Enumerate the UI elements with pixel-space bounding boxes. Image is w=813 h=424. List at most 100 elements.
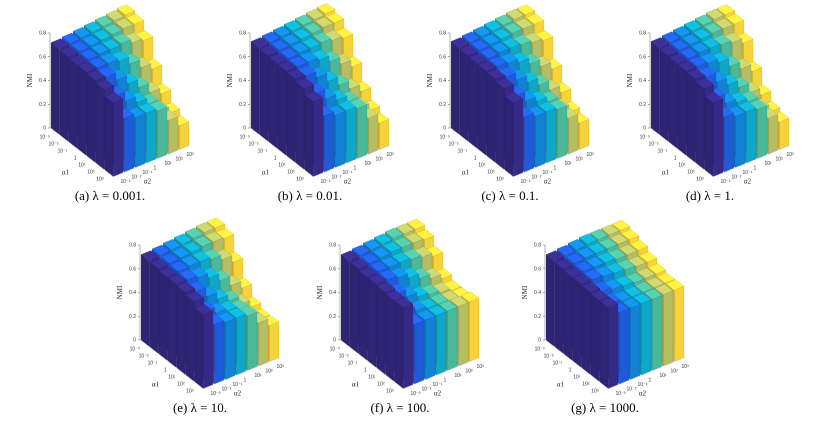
bar	[304, 91, 324, 177]
y-label: α2	[434, 389, 442, 397]
bar-top	[416, 309, 436, 321]
bar-top	[81, 35, 101, 46]
bar-top	[373, 233, 393, 245]
caption: (e) λ = 10.	[173, 400, 227, 415]
bar-front-face	[313, 97, 324, 177]
bar-top	[290, 42, 310, 53]
z-tick-label: 0.4	[439, 78, 446, 84]
bar-front-face	[619, 308, 630, 385]
x-tick-label: 10³	[496, 177, 504, 183]
bar-top	[59, 46, 79, 58]
bar-front-face	[146, 108, 157, 164]
z-tick-label: 0.2	[39, 102, 46, 108]
bar-top	[665, 279, 685, 291]
bar-front-face	[346, 106, 357, 164]
x-tick-label: 10⁻³	[440, 135, 450, 141]
z-label: NMI	[116, 285, 124, 299]
bar-top	[268, 53, 288, 65]
bar-top	[686, 68, 706, 80]
bar-top	[68, 54, 88, 66]
z-tick-label: 0	[43, 126, 46, 132]
bar-top	[563, 266, 583, 278]
bar-left-face	[495, 81, 505, 170]
bar-top	[77, 61, 97, 73]
y-tick-label: 10¹	[365, 161, 373, 167]
bar-top	[470, 39, 490, 51]
z-tick-label: 0.8	[129, 243, 136, 249]
y-tick-label: 10²	[176, 156, 184, 162]
bar-left-face	[581, 285, 591, 375]
bar-top	[185, 291, 205, 303]
bar-left-face	[599, 300, 609, 389]
bar-top	[215, 228, 235, 239]
bar-left-face	[358, 270, 368, 361]
bar-top	[314, 16, 334, 28]
z-tick-label: 0.2	[239, 102, 246, 108]
z-tick-label: 0.2	[439, 102, 446, 108]
bar-top	[699, 52, 719, 64]
z-tick-label: 0.4	[329, 290, 336, 296]
bar-top	[369, 261, 389, 272]
bar-left-face	[659, 49, 669, 142]
bar-left-face	[304, 94, 314, 177]
bar-top	[632, 293, 652, 304]
bar-left-face	[376, 285, 386, 375]
bar-top	[494, 14, 514, 26]
bar-top	[167, 273, 187, 285]
bar-front-face	[447, 306, 458, 371]
bar-top	[79, 49, 99, 60]
bar-top	[94, 15, 114, 27]
bar-top	[567, 239, 587, 250]
bar-top	[683, 20, 703, 31]
y-tick-label: 10²	[671, 368, 679, 374]
x-tick-label: 1	[74, 156, 77, 162]
x-tick-label: 10⁻²	[649, 142, 659, 148]
y-tick-label: 10⁻¹	[143, 170, 153, 176]
bar-top	[169, 261, 189, 272]
bar-top	[483, 20, 503, 31]
bar-top	[572, 273, 592, 285]
bar-top	[358, 266, 378, 278]
y-label: α2	[144, 177, 152, 185]
x-tick-label: 10¹	[278, 163, 286, 169]
bar-top	[459, 45, 479, 57]
x-tick-label: 10²	[177, 382, 185, 388]
bar-top	[270, 39, 290, 51]
y-tick-label: 10⁻¹	[233, 382, 243, 388]
z-tick-label: 0.8	[534, 243, 541, 249]
x-tick-label: 10⁻¹	[458, 149, 468, 155]
bar-left-face	[450, 41, 460, 135]
bar-top	[367, 273, 387, 285]
bar-left-face	[563, 270, 573, 361]
bar-top	[590, 290, 610, 301]
bar-top	[301, 37, 321, 49]
z-tick-label: 0.6	[639, 54, 646, 60]
z-tick-label: 0.6	[129, 266, 136, 272]
bar-front-face	[568, 114, 579, 155]
bar-front-face	[357, 104, 368, 159]
bar	[504, 92, 524, 177]
bar	[194, 304, 214, 389]
caption: (g) λ = 1000.	[571, 400, 639, 415]
bar-top	[104, 92, 124, 103]
z-tick-label: 0.8	[639, 31, 646, 37]
bar-top	[427, 305, 447, 316]
bar-left-face	[340, 254, 350, 347]
bar-top	[137, 102, 157, 114]
x-tick-label: 10⁻²	[249, 142, 259, 148]
bar-top	[378, 269, 398, 280]
bar-top	[360, 252, 380, 264]
bar-top	[634, 281, 654, 293]
bar-top	[402, 248, 422, 260]
bar-top	[149, 258, 169, 270]
z-tick-label: 0.8	[329, 243, 336, 249]
bar-top	[461, 31, 481, 43]
bar-top	[384, 227, 404, 239]
bar-top	[661, 31, 681, 43]
bar-top	[72, 27, 92, 38]
bar-top	[504, 92, 524, 103]
bar-top	[468, 53, 488, 65]
bar-top	[670, 39, 690, 51]
subplot: 00.20.40.60.8NMI10⁻³10⁻²10⁻¹110¹10²10³α1…	[226, 3, 394, 203]
x-tick-label: 10³	[296, 177, 304, 183]
